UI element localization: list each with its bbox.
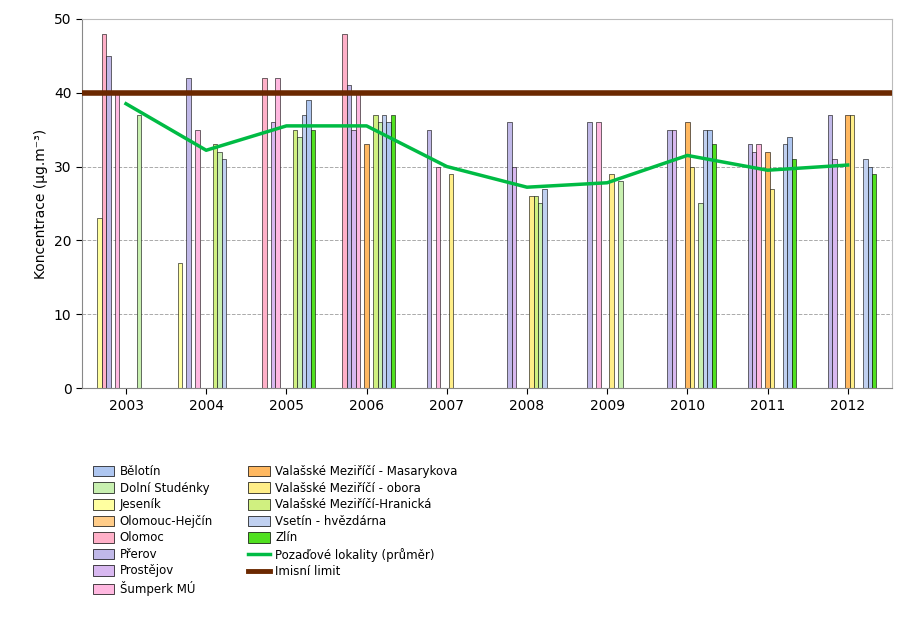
Bar: [276, 78, 279, 388]
Bar: [356, 93, 360, 388]
Bar: [271, 122, 276, 388]
Bar: [347, 85, 351, 388]
Bar: [177, 262, 182, 388]
Bar: [748, 145, 752, 388]
Bar: [217, 151, 222, 388]
Bar: [542, 188, 547, 388]
Bar: [533, 196, 538, 388]
Bar: [529, 196, 533, 388]
Bar: [195, 130, 199, 388]
Bar: [387, 122, 390, 388]
Bar: [115, 93, 119, 388]
Bar: [222, 159, 226, 388]
Bar: [307, 100, 310, 388]
Bar: [382, 115, 387, 388]
Bar: [685, 122, 690, 388]
Bar: [262, 78, 267, 388]
Bar: [752, 151, 756, 388]
Bar: [872, 174, 876, 388]
Bar: [712, 145, 716, 388]
Bar: [507, 122, 511, 388]
Bar: [610, 174, 613, 388]
Bar: [672, 130, 676, 388]
Bar: [833, 159, 836, 388]
Bar: [690, 167, 694, 388]
Bar: [187, 78, 191, 388]
Bar: [707, 130, 712, 388]
Bar: [765, 151, 770, 388]
Bar: [538, 203, 542, 388]
Bar: [618, 182, 622, 388]
Bar: [698, 203, 703, 388]
Bar: [845, 115, 850, 388]
Bar: [298, 137, 302, 388]
Bar: [667, 130, 672, 388]
Bar: [587, 122, 592, 388]
Bar: [436, 167, 440, 388]
Bar: [106, 56, 111, 388]
Bar: [863, 159, 867, 388]
Bar: [850, 115, 854, 388]
Bar: [783, 145, 787, 388]
Bar: [351, 130, 356, 388]
Bar: [213, 145, 217, 388]
Bar: [137, 115, 141, 388]
Bar: [703, 130, 707, 388]
Bar: [596, 122, 601, 388]
Bar: [787, 137, 792, 388]
Legend: Bělotín, Dolní Studénky, Jeseník, Olomouc-Hejčín, Olomoc, Přerov, Prostějov, Šum: Bělotín, Dolní Studénky, Jeseník, Olomou…: [87, 461, 462, 601]
Bar: [310, 130, 315, 388]
Bar: [427, 130, 431, 388]
Bar: [828, 115, 833, 388]
Bar: [756, 145, 761, 388]
Bar: [97, 218, 102, 388]
Bar: [390, 115, 395, 388]
Bar: [102, 34, 106, 388]
Bar: [449, 174, 453, 388]
Bar: [867, 167, 872, 388]
Bar: [511, 167, 516, 388]
Bar: [342, 34, 347, 388]
Bar: [364, 145, 369, 388]
Bar: [373, 115, 378, 388]
Bar: [770, 188, 774, 388]
Bar: [293, 130, 298, 388]
Bar: [378, 122, 382, 388]
Y-axis label: Koncentrace (μg.m⁻³): Koncentrace (μg.m⁻³): [35, 128, 48, 279]
Bar: [792, 159, 796, 388]
Bar: [302, 115, 307, 388]
